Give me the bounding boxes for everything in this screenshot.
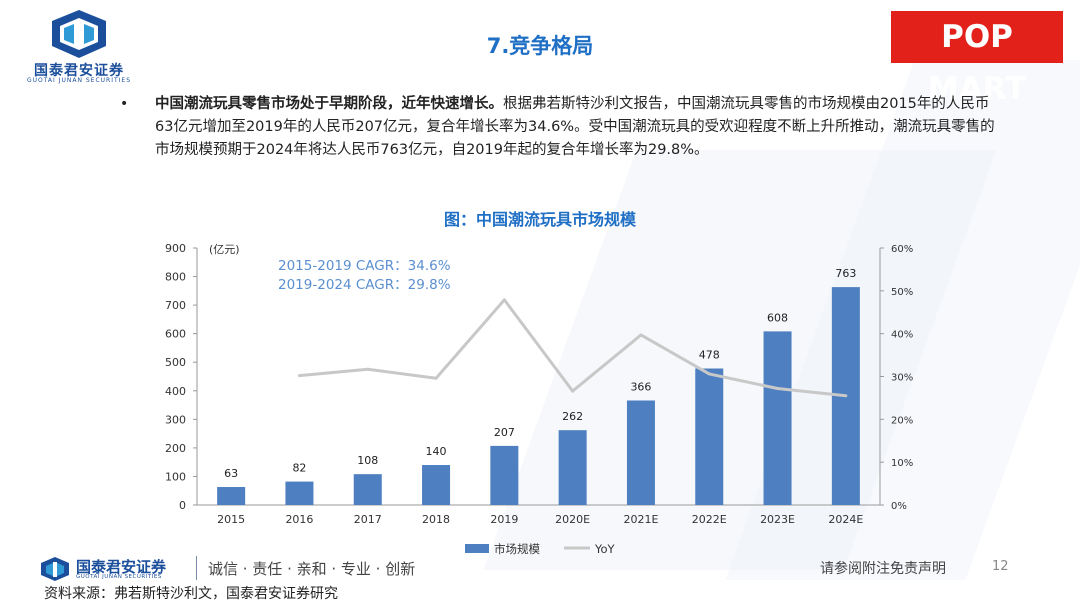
- x-tick-label: 2015: [217, 513, 245, 526]
- x-tick-label: 2019: [490, 513, 518, 526]
- bar-data-label: 140: [426, 445, 447, 458]
- y2-tick-label: 60%: [891, 244, 913, 255]
- y-tick-label: 400: [165, 385, 186, 398]
- y2-tick-label: 30%: [891, 373, 913, 384]
- chart-title: 图：中国潮流玩具市场规模: [443, 210, 636, 229]
- footer-logo-cn: 国泰君安证券: [76, 558, 167, 576]
- x-tick-label: 2024E: [828, 513, 863, 526]
- logo-text-cn: 国泰君安证券: [34, 63, 124, 79]
- pop-mart-logo: POP MART: [891, 11, 1063, 107]
- x-tick-label: 2017: [354, 513, 382, 526]
- company-logo: 国泰君安证券 GUOTAI JUNAN SECURITIES: [14, 8, 144, 84]
- x-tick-label: 2021E: [623, 513, 658, 526]
- legend-bar-label: 市场规模: [494, 542, 540, 556]
- yoy-point: [844, 394, 848, 398]
- source-note: 资料来源：弗若斯特沙利文，国泰君安证券研究: [44, 586, 338, 602]
- footer-slogan: 诚信 · 责任 · 亲和 · 专业 · 创新: [208, 560, 416, 578]
- y-tick-label: 900: [165, 242, 186, 255]
- bar-data-label: 63: [224, 467, 238, 480]
- footer-divider: [196, 556, 197, 580]
- legend-line-label: YoY: [594, 542, 616, 556]
- y2-tick-label: 20%: [891, 415, 913, 426]
- y-tick-label: 700: [165, 299, 186, 312]
- logo-text-en: GUOTAI JUNAN SECURITIES: [26, 77, 132, 84]
- y-tick-label: 500: [165, 356, 186, 369]
- footer-disclaimer: 请参阅附注免责声明: [820, 561, 946, 577]
- bar-data-label: 82: [292, 462, 306, 475]
- summary-lead: 中国潮流玩具零售市场处于早期阶段，近年快速增长。: [155, 96, 503, 112]
- bar: [626, 400, 655, 505]
- y2-tick-label: 0%: [891, 501, 907, 512]
- yoy-point: [366, 367, 370, 371]
- bar: [558, 430, 587, 505]
- cagr-annotation: 2015-2019 CAGR：34.6%: [278, 258, 451, 274]
- bar-data-label: 763: [835, 267, 856, 280]
- y-tick-label: 200: [165, 442, 186, 455]
- yoy-point: [297, 374, 301, 378]
- slide-title: 7.竞争格局: [486, 34, 594, 58]
- y2-tick-label: 10%: [891, 458, 913, 469]
- cagr-annotation: 2019-2024 CAGR：29.8%: [278, 277, 451, 293]
- summary-paragraph: 中国潮流玩具零售市场处于早期阶段，近年快速增长。根据弗若斯特沙利文报告，中国潮流…: [155, 93, 1000, 162]
- yoy-point: [434, 376, 438, 380]
- y-axis-label: (亿元): [209, 243, 240, 256]
- bar: [695, 368, 724, 505]
- footer-logo: 国泰君安证券 GUOTAI JUNAN SECURITIES: [38, 556, 188, 582]
- bar-data-label: 366: [630, 380, 651, 393]
- footer-logo-en: GUOTAI JUNAN SECURITIES: [76, 574, 162, 580]
- yoy-point: [571, 389, 575, 393]
- y-tick-label: 800: [165, 271, 186, 284]
- yoy-point: [776, 386, 780, 390]
- bar-data-label: 262: [562, 410, 583, 423]
- bar: [353, 474, 382, 505]
- y-tick-label: 0: [179, 499, 186, 512]
- y2-tick-label: 50%: [891, 287, 913, 298]
- y2-tick-label: 40%: [891, 330, 913, 341]
- bar: [217, 487, 246, 505]
- bullet-marker: •: [120, 96, 129, 112]
- bar: [285, 481, 314, 505]
- page-number: 12: [992, 559, 1009, 574]
- y-tick-label: 600: [165, 328, 186, 341]
- bar: [422, 465, 451, 505]
- x-tick-label: 2016: [285, 513, 313, 526]
- x-tick-label: 2020E: [555, 513, 590, 526]
- y-tick-label: 300: [165, 413, 186, 426]
- bar-data-label: 207: [494, 426, 515, 439]
- bar-data-label: 608: [767, 311, 788, 324]
- bar: [490, 445, 519, 505]
- yoy-point: [707, 372, 711, 376]
- bar: [763, 331, 792, 505]
- legend-bar-swatch: [465, 544, 489, 553]
- x-tick-label: 2022E: [692, 513, 727, 526]
- bar-data-label: 478: [699, 349, 720, 362]
- y-tick-label: 100: [165, 470, 186, 483]
- bar-data-label: 108: [357, 454, 378, 467]
- x-tick-label: 2018: [422, 513, 450, 526]
- x-tick-label: 2023E: [760, 513, 795, 526]
- summary-text: 根据弗若斯特沙利文报告，中国潮流玩具零售的市场规模由2015年的人民币63亿元增…: [155, 96, 995, 158]
- yoy-point: [639, 333, 643, 337]
- yoy-point: [502, 298, 506, 302]
